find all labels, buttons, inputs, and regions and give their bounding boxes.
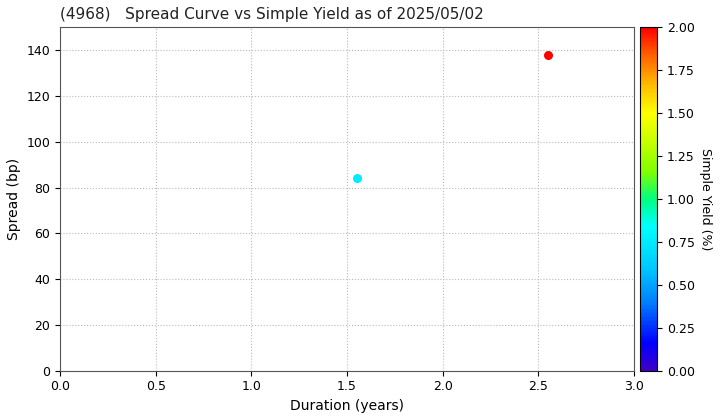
Point <box>542 51 554 58</box>
X-axis label: Duration (years): Duration (years) <box>290 399 404 413</box>
Point <box>351 175 362 182</box>
Y-axis label: Simple Yield (%): Simple Yield (%) <box>698 148 712 250</box>
Y-axis label: Spread (bp): Spread (bp) <box>7 158 21 240</box>
Text: (4968)   Spread Curve vs Simple Yield as of 2025/05/02: (4968) Spread Curve vs Simple Yield as o… <box>60 7 484 22</box>
